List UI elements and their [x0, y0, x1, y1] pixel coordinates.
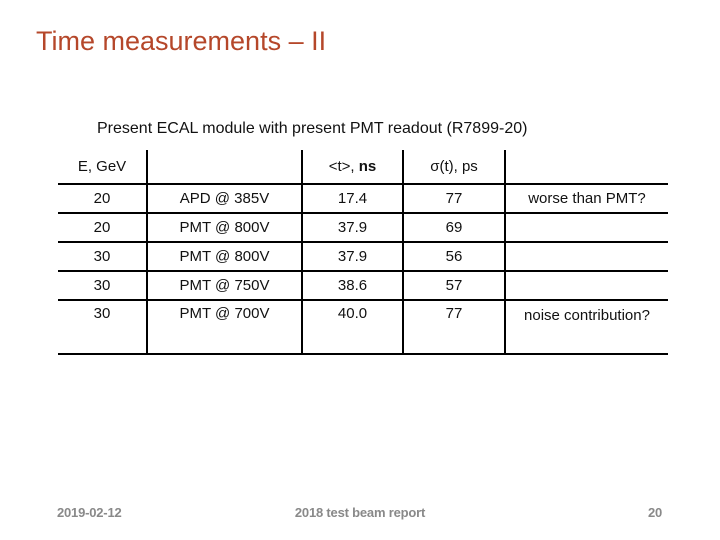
cell-note: worse than PMT? — [528, 190, 646, 207]
cell-mean-time: 38.6 — [302, 271, 404, 300]
table-row: 30 PMT @ 700V 40.0 77 noise contribution… — [58, 300, 668, 354]
cell-energy: 30 — [58, 300, 148, 354]
col-header-notes — [505, 150, 668, 184]
cell-sigma: 77 — [403, 300, 506, 354]
footer-title: 2018 test beam report — [294, 505, 426, 520]
cell-energy: 20 — [58, 184, 148, 213]
cell-sigma: 56 — [403, 242, 506, 271]
table-row: 30 PMT @ 750V 38.6 57 — [58, 271, 668, 300]
col-header-mean-time: <t>, ns — [302, 150, 404, 184]
cell-setup: PMT @ 750V — [147, 271, 303, 300]
cell-mean-time: 37.9 — [302, 213, 404, 242]
cell-setup: APD @ 385V — [147, 184, 303, 213]
cell-energy: 30 — [58, 242, 148, 271]
cell-sigma: 77 — [403, 184, 506, 213]
col-header-energy: E, GeV — [58, 150, 148, 184]
col-header-setup — [147, 150, 303, 184]
table-row: 30 PMT @ 800V 37.9 56 — [58, 242, 668, 271]
mean-time-unit: ns — [358, 158, 377, 175]
cell-sigma: 69 — [403, 213, 506, 242]
cell-energy: 30 — [58, 271, 148, 300]
cell-mean-time: 17.4 — [302, 184, 404, 213]
cell-mean-time: 37.9 — [302, 242, 404, 271]
cell-note — [505, 271, 668, 300]
cell-note — [505, 213, 668, 242]
mean-time-label: <t>, — [328, 158, 359, 175]
cell-note: noise contribution? — [524, 307, 650, 324]
slide-title: Time measurements – II — [36, 26, 327, 56]
col-header-sigma: σ(t), ps — [403, 150, 506, 184]
cell-note — [505, 242, 668, 271]
cell-setup: PMT @ 800V — [147, 242, 303, 271]
footer-page-number: 20 — [647, 505, 662, 520]
cell-setup: PMT @ 800V — [147, 213, 303, 242]
measurements-table: E, GeV <t>, ns σ(t), ps 20 APD @ 385V 17… — [58, 150, 668, 355]
table-row: 20 PMT @ 800V 37.9 69 — [58, 213, 668, 242]
cell-mean-time: 40.0 — [302, 300, 404, 354]
slide-subtitle: Present ECAL module with present PMT rea… — [97, 120, 528, 137]
cell-sigma: 57 — [403, 271, 506, 300]
cell-energy: 20 — [58, 213, 148, 242]
footer-date: 2019-02-12 — [57, 505, 122, 520]
table-row: 20 APD @ 385V 17.4 77 worse than PMT? — [58, 184, 668, 213]
cell-setup: PMT @ 700V — [147, 300, 303, 354]
table-header-row: E, GeV <t>, ns σ(t), ps — [58, 150, 668, 184]
